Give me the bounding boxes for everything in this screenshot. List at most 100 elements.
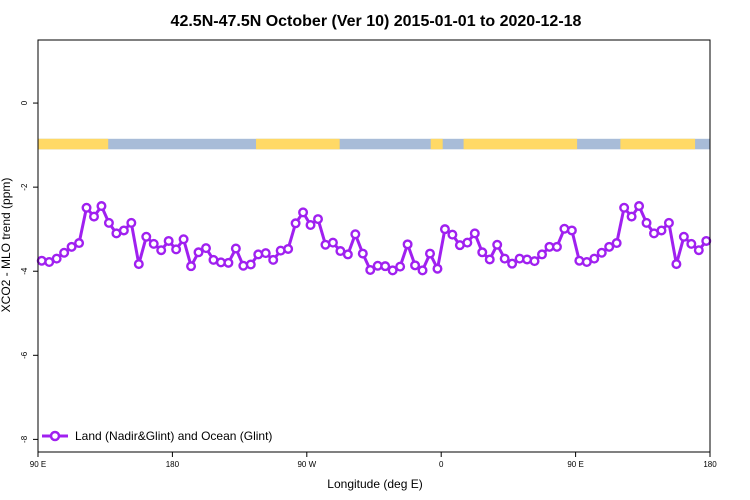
data-point <box>619 202 630 213</box>
data-point <box>432 263 443 274</box>
surface-band-land-3 <box>463 138 578 150</box>
data-point <box>96 201 107 212</box>
x-tick-label-3: 0 <box>439 460 444 469</box>
legend: Land (Nadir&Glint) and Ocean (Glint) <box>42 429 272 443</box>
surface-band-land-4 <box>620 138 696 150</box>
data-point <box>357 248 368 259</box>
data-point <box>245 259 256 270</box>
data-point <box>537 249 548 260</box>
data-point <box>298 207 309 218</box>
x-tick-label-4: 90 E <box>567 460 583 469</box>
data-point <box>417 265 428 276</box>
data-point <box>313 214 324 225</box>
x-tick-label-0: 90 E <box>30 460 46 469</box>
data-point <box>230 243 241 254</box>
data-point <box>678 231 689 242</box>
data-point <box>634 201 645 212</box>
data-point <box>596 247 607 258</box>
surface-band-land-2 <box>430 138 443 150</box>
data-point <box>380 261 391 272</box>
data-point <box>529 256 540 267</box>
y-tick-label-0: 0 <box>20 100 29 105</box>
y-tick-label-4: -8 <box>20 435 29 443</box>
data-point <box>477 247 488 258</box>
y-tick-label-1: -2 <box>20 183 29 191</box>
data-point <box>342 249 353 260</box>
data-point <box>663 217 674 228</box>
data-point <box>260 248 271 259</box>
data-point <box>425 248 436 259</box>
data-point <box>387 265 398 276</box>
x-axis-ticks: 90 E 180 90 W 0 90 E 180 <box>30 452 717 469</box>
data-point <box>156 245 167 256</box>
y-axis-ticks: 0 -2 -4 -6 -8 <box>20 100 38 443</box>
data-point <box>365 264 376 275</box>
data-point <box>484 254 495 265</box>
data-point <box>133 259 144 270</box>
surface-band-ocean <box>38 138 710 150</box>
data-point <box>566 225 577 236</box>
data-point <box>283 243 294 254</box>
legend-swatch-marker <box>49 430 61 442</box>
data-point <box>641 217 652 228</box>
data-point <box>671 259 682 270</box>
data-point <box>693 245 704 256</box>
x-tick-label-5: 180 <box>703 460 717 469</box>
x-tick-label-2: 90 W <box>297 460 316 469</box>
data-point <box>141 231 152 242</box>
data-point <box>51 253 62 264</box>
data-point <box>178 234 189 245</box>
data-point <box>193 247 204 258</box>
data-point <box>402 239 413 250</box>
data-point <box>223 257 234 268</box>
chart-title: 42.5N-47.5N October (Ver 10) 2015-01-01 … <box>171 13 582 30</box>
data-point <box>439 224 450 235</box>
data-point <box>395 261 406 272</box>
data-point <box>350 229 361 240</box>
data-point <box>163 235 174 246</box>
legend-label: Land (Nadir&Glint) and Ocean (Glint) <box>75 429 272 443</box>
plot-frame <box>37 39 711 453</box>
data-point <box>118 225 129 236</box>
y-tick-label-3: -6 <box>20 351 29 359</box>
data-point <box>686 238 697 249</box>
surface-band <box>38 138 710 150</box>
data-point <box>66 241 77 252</box>
y-tick-label-2: -4 <box>20 267 29 275</box>
data-point <box>290 218 301 229</box>
x-axis-label: Longitude (deg E) <box>327 477 422 491</box>
surface-band-land-0 <box>38 138 109 150</box>
data-point <box>589 253 600 264</box>
data-point <box>186 261 197 272</box>
data-point <box>327 237 338 248</box>
data-point <box>462 237 473 248</box>
data-point <box>103 217 114 228</box>
data-point <box>126 217 137 228</box>
data-point <box>604 241 615 252</box>
data-point <box>148 238 159 249</box>
data-point <box>492 239 503 250</box>
data-point <box>469 228 480 239</box>
data-point <box>410 260 421 271</box>
surface-band-land-1 <box>256 138 340 150</box>
series-point-layer <box>36 201 712 276</box>
data-point <box>268 254 279 265</box>
data-point <box>551 241 562 252</box>
data-point <box>88 211 99 222</box>
data-point <box>507 258 518 269</box>
data-point <box>499 253 510 264</box>
data-point <box>74 238 85 249</box>
data-point <box>171 244 182 255</box>
data-point <box>59 247 70 258</box>
data-point <box>611 238 622 249</box>
data-point <box>447 229 458 240</box>
y-axis-label: XCO2 - MLO trend (ppm) <box>0 178 13 313</box>
data-point <box>305 219 316 230</box>
data-point <box>701 235 712 246</box>
data-point <box>200 243 211 254</box>
x-tick-label-1: 180 <box>166 460 180 469</box>
data-point <box>656 225 667 236</box>
data-point <box>626 211 637 222</box>
data-point <box>81 202 92 213</box>
